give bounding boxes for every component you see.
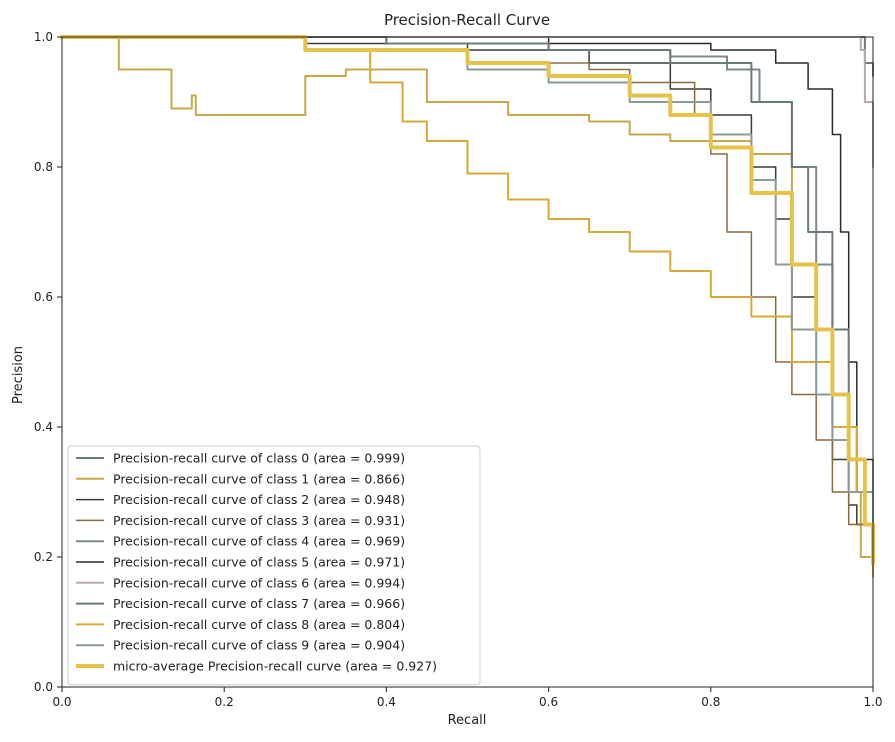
legend: Precision-recall curve of class 0 (area … <box>67 445 481 686</box>
x-tick-label: 0.0 <box>52 695 71 709</box>
x-tick-label: 0.2 <box>215 695 234 709</box>
plot-area: 0.0 0.2 0.4 0.6 0.8 1.0 0.0 0.2 0.4 0.6 0.8 1.0 <box>34 30 883 709</box>
legend-label-1: Precision-recall curve of class 1 (area … <box>113 471 405 486</box>
axes-frame <box>61 36 874 688</box>
x-tick-label: 1.0 <box>863 695 882 709</box>
legend-label-10: micro-average Precision-recall curve (ar… <box>113 659 437 674</box>
legend-label-4: Precision-recall curve of class 4 (area … <box>113 534 405 549</box>
chart-title: Precision-Recall Curve <box>384 11 550 29</box>
legend-label-2: Precision-recall curve of class 2 (area … <box>113 492 405 507</box>
x-tick-label: 0.4 <box>377 695 396 709</box>
y-tick-label: 0.0 <box>34 680 53 694</box>
legend-box <box>67 445 481 686</box>
series-line-5 <box>61 36 874 571</box>
y-tick-label: 0.8 <box>34 160 53 174</box>
y-tick-label: 0.6 <box>34 290 53 304</box>
legend-label-6: Precision-recall curve of class 6 (area … <box>113 575 405 590</box>
series-line-10 <box>60 35 875 566</box>
x-tick-label: 0.6 <box>539 695 558 709</box>
y-axis-label: Precision <box>11 346 26 404</box>
y-tick-label: 0.4 <box>34 420 53 434</box>
legend-label-8: Precision-recall curve of class 8 (area … <box>113 617 405 632</box>
x-tick-label: 0.8 <box>701 695 720 709</box>
legend-label-7: Precision-recall curve of class 7 (area … <box>113 596 405 611</box>
legend-label-3: Precision-recall curve of class 3 (area … <box>113 513 405 528</box>
legend-label-5: Precision-recall curve of class 5 (area … <box>113 555 405 570</box>
y-tick-label: 0.2 <box>34 550 53 564</box>
legend-label-9: Precision-recall curve of class 9 (area … <box>113 638 405 653</box>
x-axis-label: Recall <box>448 713 487 728</box>
y-tick-label: 1.0 <box>34 30 53 44</box>
series-line-8 <box>61 36 874 578</box>
legend-label-0: Precision-recall curve of class 0 (area … <box>113 451 405 466</box>
